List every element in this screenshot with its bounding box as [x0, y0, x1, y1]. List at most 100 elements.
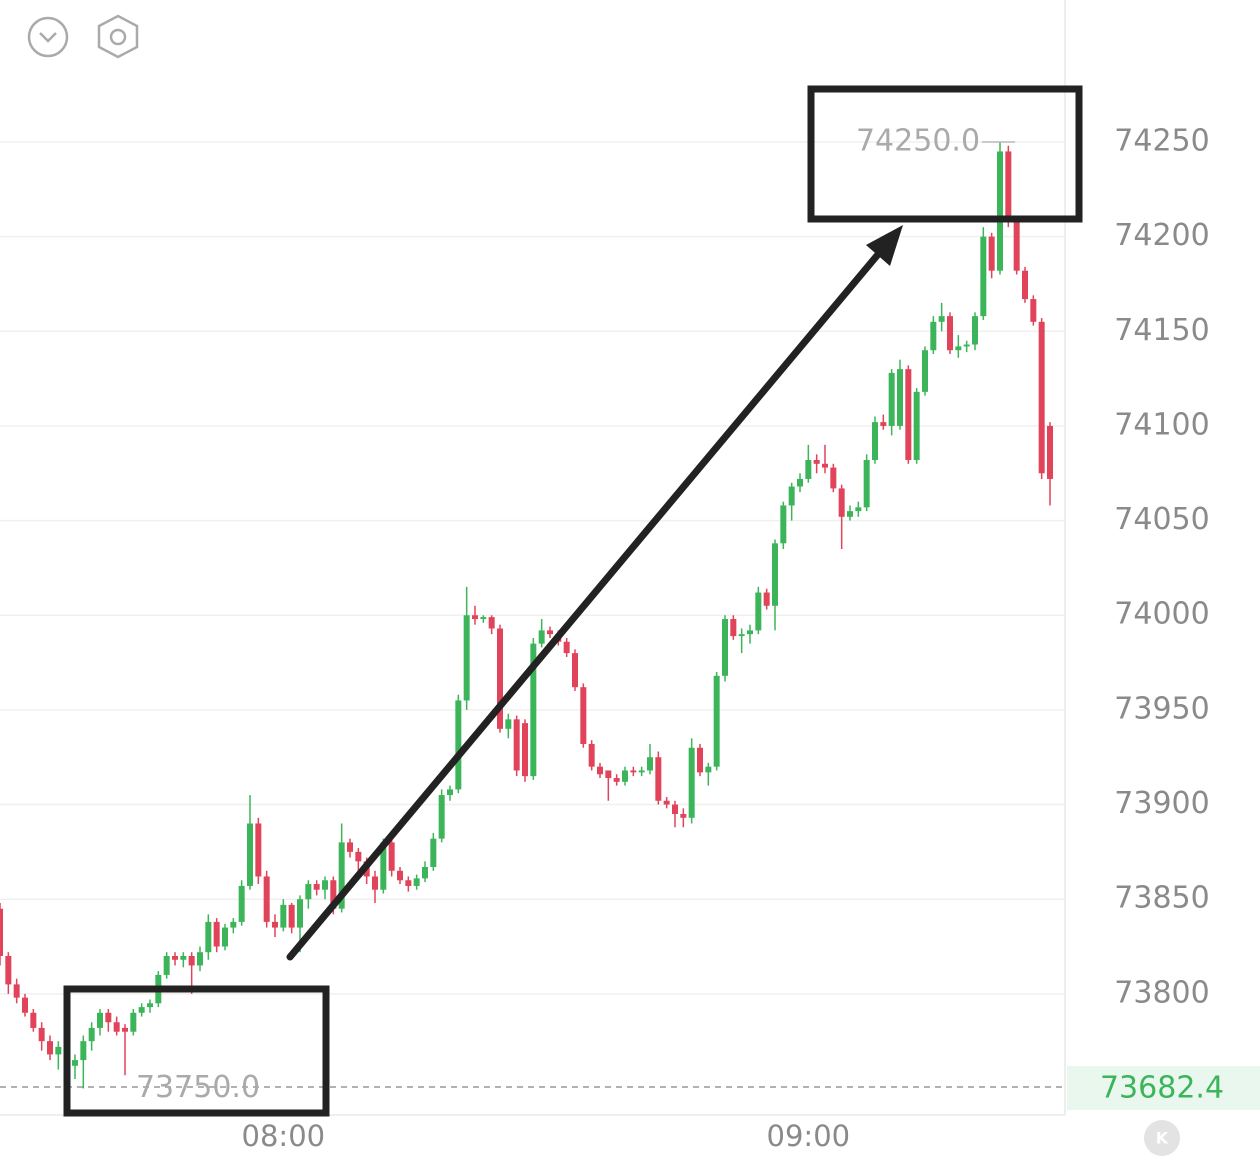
candle-body: [213, 921, 220, 947]
candle-body: [313, 884, 320, 890]
candle-body: [163, 955, 170, 975]
candle-body: [997, 151, 1003, 271]
candle-body: [238, 885, 245, 922]
settings-button[interactable]: [97, 14, 139, 59]
low-marker-label: 73750.0: [136, 1070, 260, 1105]
candle-body: [513, 719, 520, 771]
candle-body: [280, 904, 287, 928]
candle-body: [1022, 270, 1028, 300]
candle-body: [638, 770, 645, 773]
candle-body: [972, 316, 978, 345]
y-tick-label: 73800: [1114, 975, 1209, 1010]
candle-body: [680, 814, 687, 818]
candle-body: [780, 505, 787, 544]
candle-body: [197, 952, 203, 966]
candle-body: [955, 346, 962, 351]
candle-body: [22, 997, 28, 1013]
candle-body: [530, 643, 537, 777]
arrow-head: [866, 225, 903, 266]
y-tick-label: 73850: [1114, 881, 1209, 916]
candle-body: [688, 747, 695, 818]
collapse-button[interactable]: [27, 16, 69, 58]
y-tick-label: 73950: [1114, 691, 1209, 726]
candle-body: [922, 350, 928, 392]
candle-body: [472, 615, 478, 620]
candle-body: [672, 804, 678, 815]
candle-body: [613, 778, 620, 782]
annotations: 74250.0 73750.0: [63, 85, 1083, 1117]
candle-body: [863, 460, 870, 508]
candle-body: [805, 460, 812, 479]
toolbar: [27, 14, 139, 59]
high-marker-label: 74250.0: [856, 123, 980, 158]
candle-body: [880, 422, 887, 426]
candle-body: [913, 391, 920, 461]
candle-body: [722, 619, 728, 676]
candle-body: [438, 795, 445, 839]
candle-body: [338, 842, 345, 909]
candle-body: [830, 467, 837, 489]
candle-body: [413, 878, 420, 886]
last-price-label: 73682.4: [1100, 1071, 1224, 1106]
candle-body: [1038, 321, 1045, 474]
candle-body: [463, 615, 470, 701]
y-tick-label: 73900: [1114, 786, 1209, 821]
candle-body: [388, 842, 395, 871]
last-price-tag: [1067, 1066, 1260, 1110]
candle-body: [872, 422, 878, 461]
candle-body: [372, 876, 378, 890]
collapse-icon: [39, 32, 57, 43]
candle-body: [322, 880, 328, 890]
settings-icon: [109, 28, 127, 46]
candle-body: [138, 1007, 145, 1013]
candle-body: [180, 955, 187, 960]
candle-body: [855, 507, 862, 512]
candle-body: [597, 766, 603, 775]
candle-body: [172, 955, 178, 960]
candle-body: [497, 628, 503, 729]
candle-body: [813, 460, 820, 464]
candle-body: [663, 800, 670, 805]
scroll-button[interactable]: [1144, 1120, 1180, 1156]
candle-body: [447, 789, 453, 796]
candle-body: [5, 955, 12, 985]
candle-body: [263, 876, 270, 922]
candle-body: [580, 687, 587, 744]
y-tick-label: 74250: [1114, 123, 1209, 158]
candle-body: [730, 619, 737, 637]
candle-body: [430, 838, 437, 868]
candle-body: [113, 1022, 120, 1032]
y-tick-label: 74200: [1114, 218, 1209, 253]
candle-body: [1013, 221, 1020, 271]
candle-body: [822, 463, 828, 468]
candle-body: [980, 236, 987, 317]
scroll-icon: K: [1156, 1129, 1169, 1148]
candle-body: [647, 757, 653, 771]
candle-body: [547, 630, 553, 635]
candle-body: [755, 592, 762, 631]
candle-body: [963, 344, 970, 347]
candle-body: [988, 236, 995, 271]
candle-body: [105, 1012, 112, 1023]
candle-body: [288, 904, 295, 928]
x-tick-label: 09:00: [767, 1119, 851, 1153]
candle-body: [47, 1041, 53, 1055]
candle-body: [88, 1027, 95, 1042]
candle-body: [1030, 299, 1037, 322]
candle-body: [1005, 151, 1012, 222]
highlight-box: [807, 85, 1083, 223]
candle-body: [380, 842, 387, 890]
y-tick-label: 74050: [1114, 502, 1209, 537]
candle-body: [947, 316, 953, 351]
candle-body: [455, 700, 462, 790]
candle-body: [80, 1041, 87, 1061]
candle-body: [305, 884, 312, 900]
candle-body: [188, 955, 195, 966]
highlight-box: [63, 985, 330, 1117]
candle-body: [297, 899, 303, 928]
candle-body: [655, 757, 662, 801]
candle-body: [247, 823, 253, 886]
candle-body: [30, 1012, 37, 1028]
